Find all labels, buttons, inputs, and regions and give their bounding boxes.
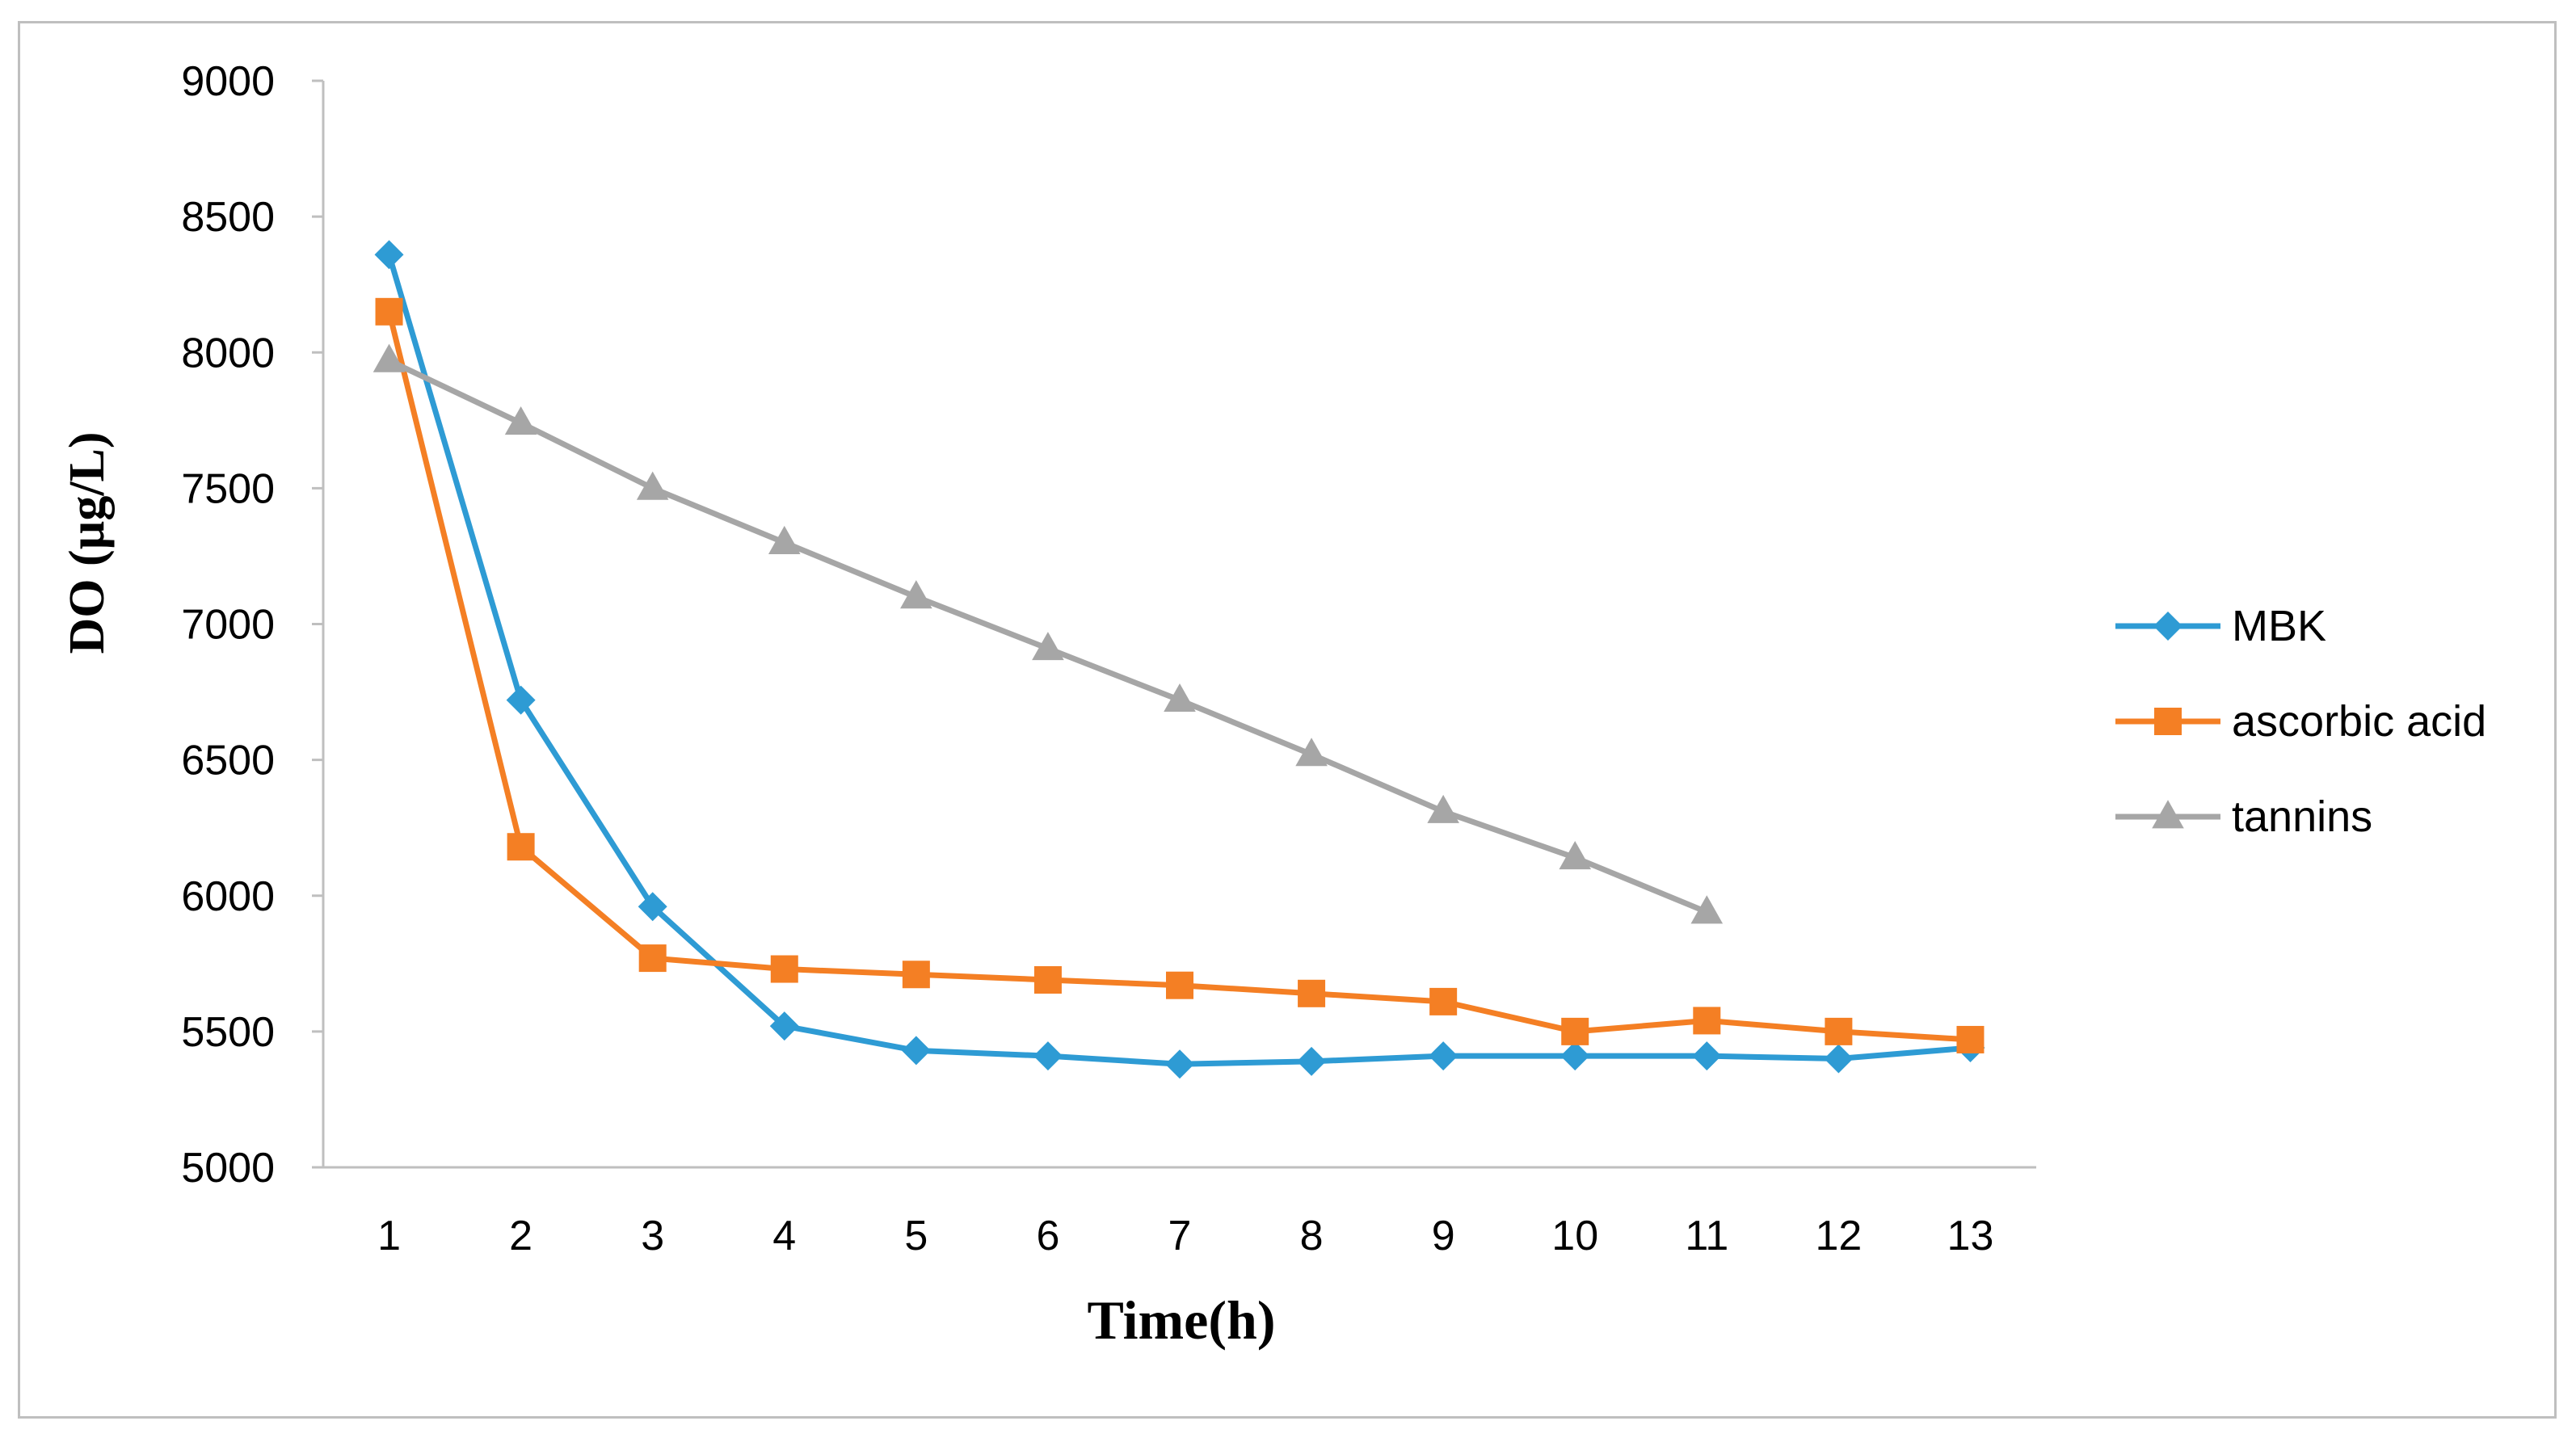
data-point [507,833,535,861]
legend-item: MBK [2115,602,2326,650]
x-tick-labels: 1 2 3 4 5 6 7 8 9 10 11 12 13 [377,1213,1993,1259]
series-mbk [374,240,1985,1079]
data-point [1033,965,1062,994]
series-line [386,254,1971,1067]
y-tick-label: 7000 [181,602,275,649]
data-point [1825,1017,1853,1045]
y-tick-label: 9000 [181,58,275,105]
data-point [1693,1007,1721,1035]
data-point [1297,1046,1327,1076]
data-point [638,892,667,922]
x-tick-label: 6 [1036,1213,1059,1259]
legend-marker [2152,800,2184,829]
data-point [1033,1041,1063,1071]
legend-marker [2154,708,2182,735]
x-tick-label: 5 [904,1213,928,1259]
x-tick-label: 3 [641,1213,664,1259]
data-point [900,580,932,609]
data-point [638,944,667,973]
legend-label: tannins [2232,792,2372,841]
legend-marker [2153,612,2182,641]
data-point [1560,1041,1590,1071]
legend-label: ascorbic acid [2232,697,2486,746]
series-tannins [373,343,1724,924]
legend-item: ascorbic acid [2115,697,2486,746]
y-tick-label: 7500 [181,465,275,512]
data-point [1429,1041,1458,1071]
data-point [1165,1049,1194,1079]
data-point [768,525,801,555]
data-point [770,955,798,983]
y-tick-label: 5500 [181,1009,275,1056]
data-point [1561,1017,1589,1045]
data-point [769,1011,799,1041]
y-tick-labels: 5000 5500 6000 6500 7000 7500 8000 8500 9000 [181,58,323,1192]
x-tick-label: 12 [1815,1213,1862,1259]
y-tick-label: 6000 [181,873,275,920]
data-point [1295,738,1328,767]
data-point [375,297,403,326]
x-tick-label: 9 [1432,1213,1455,1259]
data-point [636,471,669,500]
data-point [1166,971,1193,999]
series-layer [373,240,1985,1079]
data-point [504,406,537,435]
data-point [1559,840,1592,870]
series-line [386,310,1971,1043]
data-point [1690,895,1724,924]
data-point [373,343,406,372]
data-point [1298,979,1326,1007]
data-point [901,1036,931,1066]
data-point [1427,794,1459,823]
y-tick-label: 5000 [181,1145,275,1192]
data-point [1164,683,1196,713]
data-point [1032,632,1064,661]
y-tick-label: 8500 [181,194,275,241]
axes [322,81,2036,1169]
legend-label: MBK [2232,602,2326,650]
x-tick-label: 7 [1168,1213,1192,1259]
legend-item: tannins [2115,792,2372,841]
x-tick-label: 4 [772,1213,796,1259]
x-tick-label: 13 [1947,1213,1994,1259]
x-tick-label: 10 [1551,1213,1598,1259]
x-tick-label: 8 [1300,1213,1324,1259]
data-point [374,240,404,270]
data-point [1824,1044,1854,1074]
data-point [1429,987,1458,1015]
y-tick-label: 8000 [181,330,275,376]
x-axis-title: Time(h) [1088,1289,1276,1351]
series-ascorbic-acid [375,297,1985,1053]
x-tick-label: 11 [1685,1213,1728,1259]
data-point [902,961,930,989]
data-point [1692,1041,1722,1071]
data-point [506,685,536,715]
data-point [1956,1025,1985,1053]
legend: MBK ascorbic acid tannins [2115,602,2486,841]
x-tick-label: 1 [377,1213,401,1259]
x-tick-label: 2 [509,1213,532,1259]
y-axis-title: DO (µg/L) [60,431,115,654]
y-tick-label: 6500 [181,738,275,784]
